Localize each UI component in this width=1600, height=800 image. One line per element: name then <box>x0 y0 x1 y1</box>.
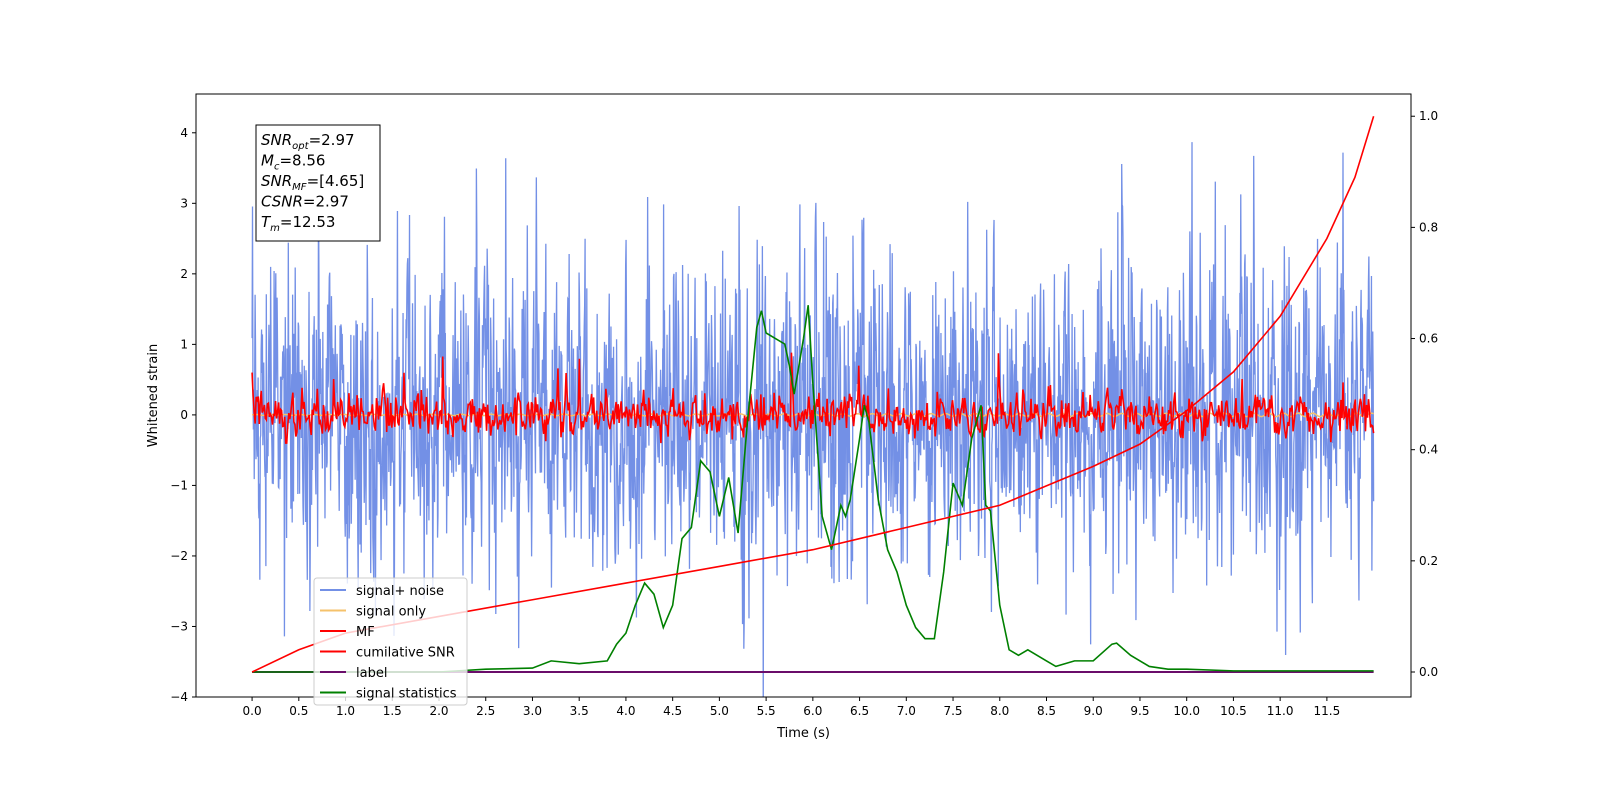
x-tick-label: 10.0 <box>1173 704 1200 718</box>
y-right-tick-label: 0.2 <box>1419 554 1438 568</box>
x-tick-label: 1.5 <box>383 704 402 718</box>
x-tick-label: 7.0 <box>897 704 916 718</box>
x-tick-label: 1.0 <box>336 704 355 718</box>
x-tick-label: 3.5 <box>570 704 589 718</box>
legend: signal+ noise signal only MF cumilative SNR… <box>313 577 468 706</box>
x-tick-label: 7.5 <box>943 704 962 718</box>
y-tick-label: 0 <box>180 408 188 422</box>
x-tick-label: 8.0 <box>990 704 1009 718</box>
x-tick-label: 4.0 <box>616 704 635 718</box>
y-tick-label: 3 <box>180 196 188 210</box>
x-tick-label: 11.5 <box>1314 704 1341 718</box>
series-signal-noise <box>251 142 1375 697</box>
x-tick-label: 4.5 <box>663 704 682 718</box>
legend-entry: signal only <box>356 605 426 620</box>
x-tick-label: 6.5 <box>850 704 869 718</box>
x-tick-label: 2.5 <box>476 704 495 718</box>
x-tick-label: 11.0 <box>1267 704 1294 718</box>
y-tick-label: −3 <box>170 619 188 633</box>
x-tick-label: 5.5 <box>757 704 776 718</box>
y-right-tick-label: 0.6 <box>1419 332 1438 346</box>
y-tick-label: −1 <box>170 478 188 492</box>
y-tick-label: −4 <box>170 690 188 704</box>
x-tick-label: 0.0 <box>243 704 262 718</box>
x-tick-label: 9.0 <box>1084 704 1103 718</box>
y-tick-label: −2 <box>170 549 188 563</box>
y-right-tick-label: 0.4 <box>1419 443 1438 457</box>
x-tick-label: 6.0 <box>803 704 822 718</box>
x-tick-label: 8.5 <box>1037 704 1056 718</box>
legend-entry: MF <box>356 625 375 640</box>
y-tick-label: 4 <box>180 126 188 140</box>
annotation-line: CSNR=2.97 <box>261 193 349 211</box>
annotation-line: SNRMF=[4.65] <box>261 172 364 193</box>
plot-frame <box>195 93 1412 698</box>
y-axis-title: Whitened strain <box>146 344 161 447</box>
series-mf <box>251 352 1375 444</box>
y-tick-label: 2 <box>180 267 188 281</box>
y-right-tick-label: 1.0 <box>1419 109 1438 123</box>
x-tick-label: 0.5 <box>289 704 308 718</box>
annotation-line: Tm=12.53 <box>261 213 335 234</box>
y-tick-label: 1 <box>180 337 188 351</box>
legend-entry: signal+ noise <box>356 584 444 599</box>
x-tick-label: 5.0 <box>710 704 729 718</box>
legend-entry: label <box>356 666 387 681</box>
y-right-tick-label: 0.8 <box>1419 220 1438 234</box>
x-axis-title: Time (s) <box>776 726 830 741</box>
x-tick-label: 9.5 <box>1130 704 1149 718</box>
x-tick-label: 3.0 <box>523 704 542 718</box>
x-tick-label: 10.5 <box>1220 704 1247 718</box>
annotation-line: Mc=8.56 <box>261 152 325 173</box>
y-right-tick-label: 0.0 <box>1419 665 1438 679</box>
legend-entry: cumilative SNR <box>356 646 455 661</box>
legend-entry: signal statistics <box>356 687 457 702</box>
x-tick-label: 2.0 <box>429 704 448 718</box>
annotation-line: SNRopt=2.97 <box>261 131 355 152</box>
series-signal-statistics <box>252 305 1374 673</box>
